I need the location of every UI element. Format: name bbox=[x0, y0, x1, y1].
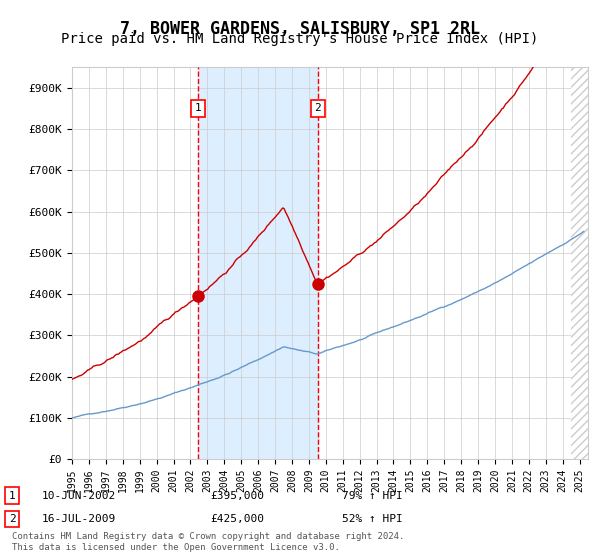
Text: 79% ↑ HPI: 79% ↑ HPI bbox=[342, 491, 403, 501]
Text: £425,000: £425,000 bbox=[210, 514, 264, 524]
Text: 2: 2 bbox=[314, 104, 322, 114]
Text: 10-JUN-2002: 10-JUN-2002 bbox=[42, 491, 116, 501]
Text: Price paid vs. HM Land Registry's House Price Index (HPI): Price paid vs. HM Land Registry's House … bbox=[61, 32, 539, 46]
Text: £395,000: £395,000 bbox=[210, 491, 264, 501]
Text: Contains HM Land Registry data © Crown copyright and database right 2024.
This d: Contains HM Land Registry data © Crown c… bbox=[12, 532, 404, 552]
Text: 7, BOWER GARDENS, SALISBURY, SP1 2RL: 7, BOWER GARDENS, SALISBURY, SP1 2RL bbox=[120, 20, 480, 38]
Text: 52% ↑ HPI: 52% ↑ HPI bbox=[342, 514, 403, 524]
Text: 1: 1 bbox=[8, 491, 16, 501]
Text: 1: 1 bbox=[194, 104, 201, 114]
Bar bbox=[198, 67, 318, 459]
Text: 16-JUL-2009: 16-JUL-2009 bbox=[42, 514, 116, 524]
Text: 2: 2 bbox=[8, 514, 16, 524]
